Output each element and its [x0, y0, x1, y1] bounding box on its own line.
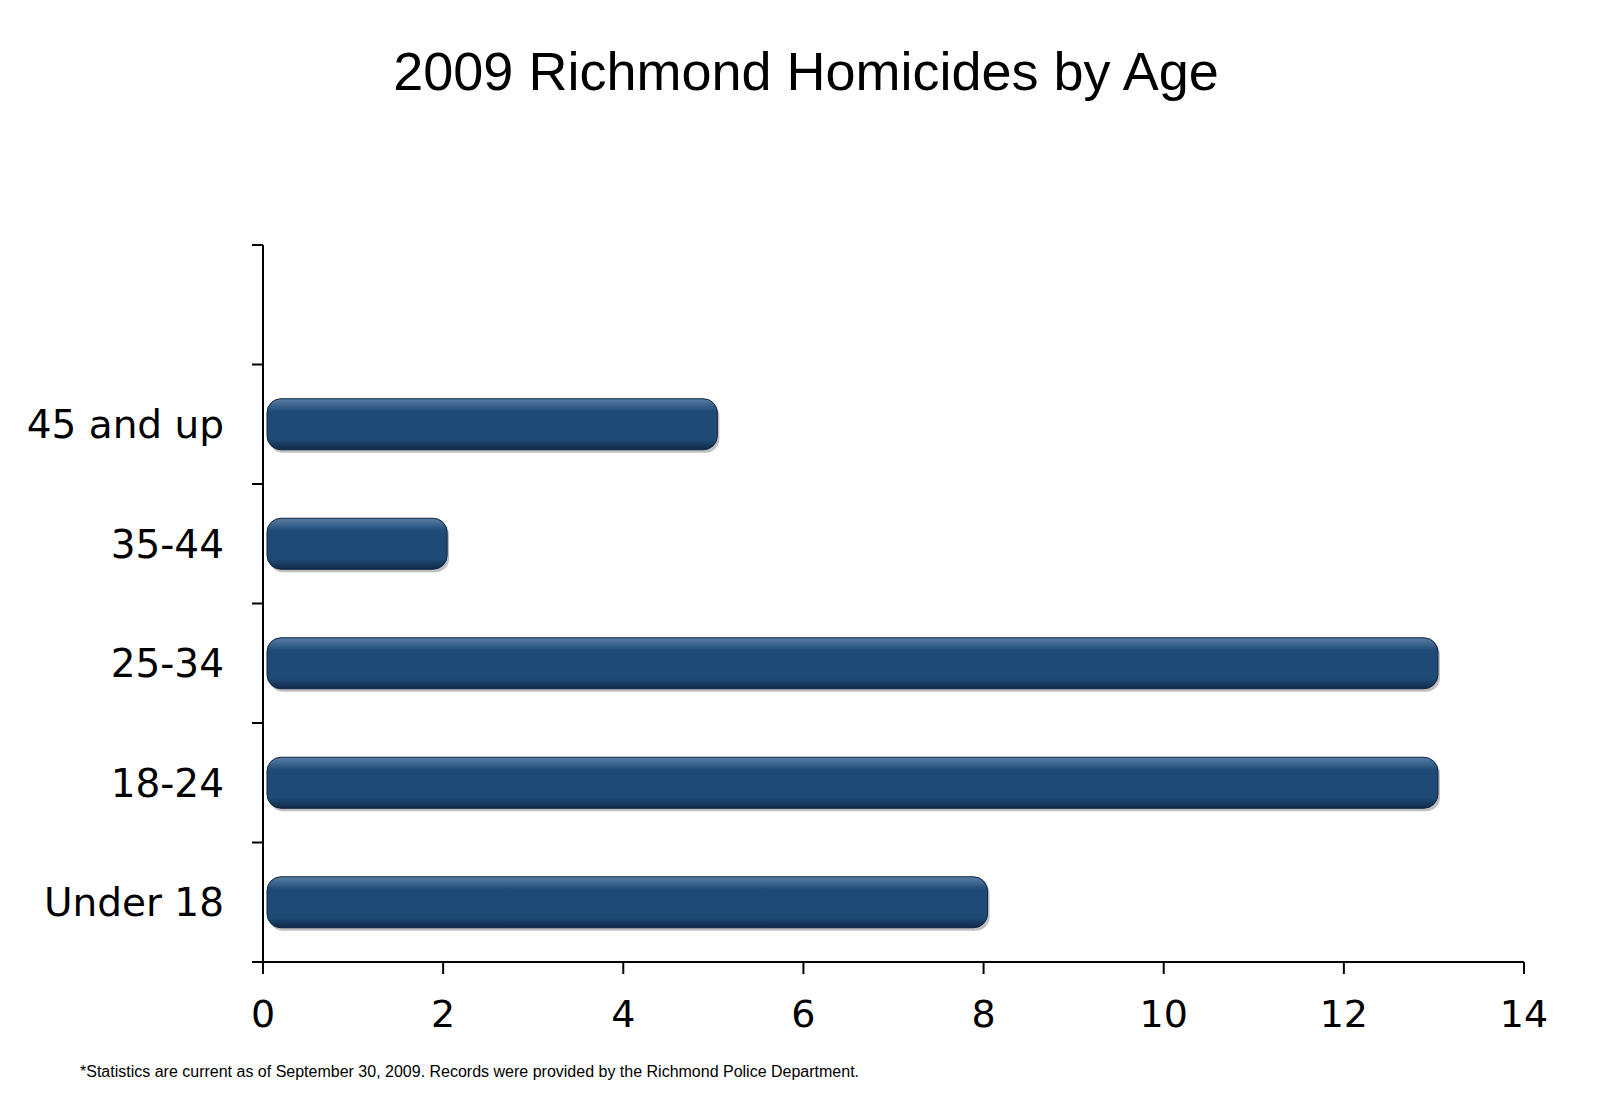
- x-tick-label: 4: [611, 992, 635, 1036]
- y-tick-label: 45 and up: [27, 402, 224, 447]
- y-slot-tick: [252, 842, 263, 844]
- y-tick-label: Under 18: [44, 880, 224, 925]
- x-tick: [1163, 962, 1165, 974]
- x-tick-label: 2: [431, 992, 455, 1036]
- bar: [267, 518, 447, 569]
- chart: 2009 Richmond Homicides by Age Under 18 18…: [0, 0, 1600, 1093]
- x-tick-label: 8: [971, 992, 995, 1036]
- x-tick: [442, 962, 444, 974]
- y-tick-label: 35-44: [111, 522, 224, 567]
- x-axis: [263, 961, 1524, 963]
- x-tick-label: 12: [1320, 992, 1368, 1036]
- x-tick: [262, 962, 264, 974]
- bar: [267, 638, 1438, 689]
- x-tick: [1343, 962, 1345, 974]
- y-slot-tick: [252, 603, 263, 605]
- bar: [267, 877, 988, 928]
- footnote: *Statistics are current as of September …: [80, 1063, 859, 1080]
- bar: [267, 399, 717, 450]
- x-tick-label: 14: [1500, 992, 1548, 1036]
- x-tick-label: 10: [1140, 992, 1188, 1036]
- bars: [267, 399, 1440, 931]
- y-tick-label: 25-34: [111, 641, 224, 686]
- chart-root: 2009 Richmond Homicides by Age Under 18 18…: [0, 0, 1600, 1093]
- title: 2009 Richmond Homicides by Age: [393, 41, 1218, 101]
- y-slot-tick: [252, 244, 263, 246]
- y-slot-tick: [252, 483, 263, 485]
- y-slot-tick: [252, 722, 263, 724]
- y-slot-tick: [252, 961, 263, 963]
- x-tick-label: 0: [251, 992, 275, 1036]
- x-tick-label: 6: [791, 992, 815, 1036]
- x-tick: [1523, 962, 1525, 974]
- bar: [267, 757, 1438, 808]
- y-slot-tick: [252, 364, 263, 366]
- x-tick: [983, 962, 985, 974]
- y-tick-label: 18-24: [111, 761, 224, 806]
- x-tick: [622, 962, 624, 974]
- x-tick: [802, 962, 804, 974]
